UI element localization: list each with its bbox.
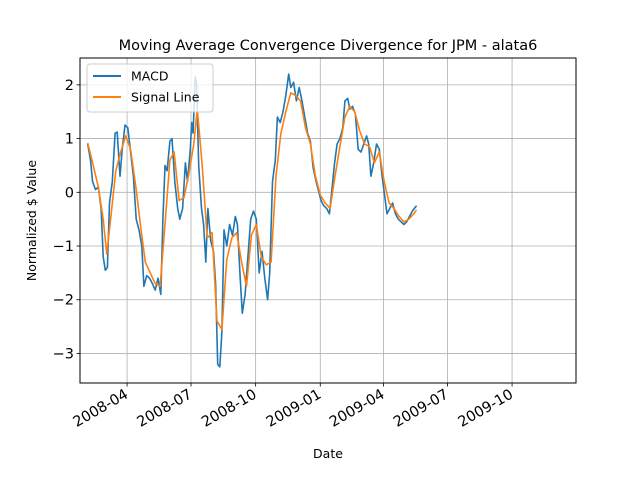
- chart-title: Moving Average Convergence Divergence fo…: [119, 38, 538, 54]
- y-axis-label: Normalized $ Value: [24, 160, 39, 281]
- grid: [80, 58, 576, 383]
- y-axis: 2 1 0 −1 −2 −3: [53, 78, 80, 362]
- x-axis-label: Date: [313, 446, 343, 461]
- plot-frame: [79, 57, 577, 384]
- y-tick-label: 2: [65, 78, 74, 94]
- y-tick-label: −1: [53, 239, 74, 255]
- series-line-macd: [86, 73, 418, 368]
- legend-label-signal-line: Signal Line: [131, 90, 200, 105]
- legend-label-macd: MACD: [131, 69, 168, 84]
- y-tick-label: 0: [65, 185, 74, 201]
- series-layer: [86, 73, 418, 368]
- legend: MACD Signal Line: [86, 63, 214, 113]
- series-line-signal-line: [86, 92, 418, 331]
- y-tick-label: −3: [53, 346, 74, 362]
- y-tick-label: −2: [53, 293, 74, 309]
- y-tick-label: 1: [65, 132, 74, 148]
